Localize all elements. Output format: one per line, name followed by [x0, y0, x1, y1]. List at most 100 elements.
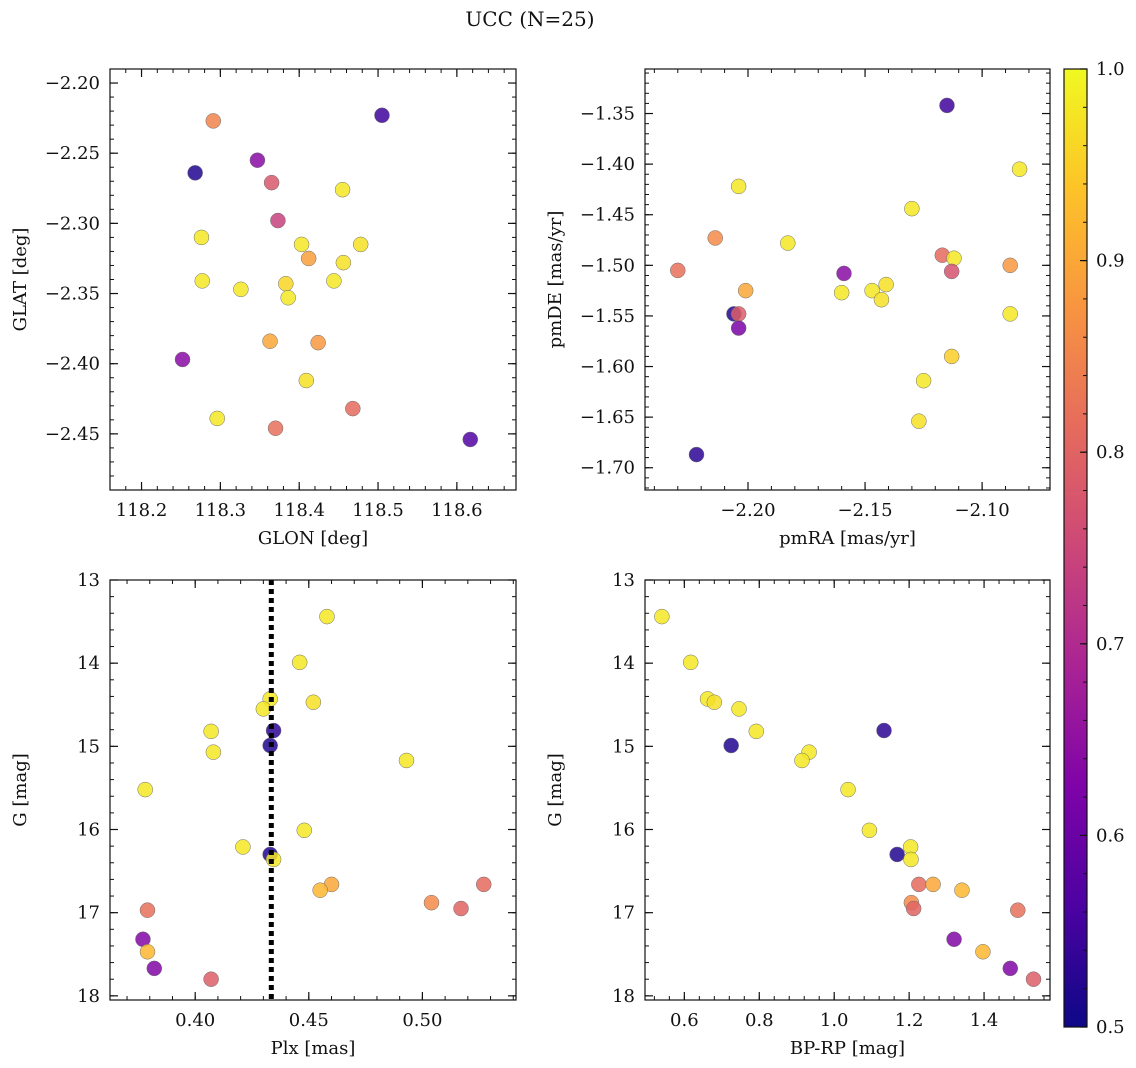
y-axis-label: G [mag] [545, 753, 566, 826]
data-point [654, 608, 670, 625]
data-point [911, 876, 927, 893]
y-tick-label: −2.30 [45, 213, 100, 234]
x-axis-label: pmRA [mas/yr] [779, 528, 916, 549]
data-point [925, 876, 941, 893]
x-tick-label: 118.2 [116, 500, 168, 521]
y-tick-label: −2.45 [45, 424, 100, 445]
data-point [280, 289, 296, 306]
data-point [305, 694, 322, 711]
data-point [203, 723, 219, 740]
data-point [194, 273, 210, 289]
y-tick-label: −2.20 [45, 73, 100, 94]
data-point [453, 900, 469, 917]
data-point [723, 737, 739, 754]
colorbar-tick-label: 0.8 [1096, 442, 1125, 463]
data-point [296, 822, 313, 839]
y-tick-label: 18 [77, 986, 100, 1007]
data-point [911, 413, 927, 429]
data-point [374, 107, 390, 124]
figure-title: UCC (N=25) [465, 7, 594, 31]
data-point [840, 781, 856, 798]
colorbar-tick-label: 0.5 [1096, 1017, 1125, 1038]
y-tick-label: −1.70 [580, 458, 635, 479]
data-point [139, 902, 156, 918]
data-point [946, 931, 962, 948]
data-point [146, 960, 163, 977]
y-tick-label: 14 [77, 653, 100, 674]
y-tick-label: −2.40 [45, 354, 100, 375]
data-point [352, 236, 369, 253]
data-point [345, 400, 361, 417]
data-point [861, 822, 878, 839]
x-tick-label: 0.45 [289, 1010, 329, 1031]
y-axis-label: G [mag] [10, 753, 31, 826]
data-point [682, 654, 699, 671]
data-point [915, 372, 932, 389]
data-point [889, 846, 905, 863]
colorbar-tick-label: 1.0 [1096, 59, 1125, 80]
y-axis-label: pmDE [mas/yr] [545, 211, 566, 349]
y-tick-label: −1.45 [580, 205, 635, 226]
axes-frame [644, 68, 1051, 491]
x-tick-label: 1.2 [895, 1010, 924, 1031]
data-point [291, 654, 308, 671]
data-point [1010, 902, 1026, 918]
panel-top-right: −2.20 −2.15 −2.10 −1.35 −1.40 −1.45 −1.50 −1.55… [545, 68, 1051, 549]
x-axis-label: BP-RP [mag] [790, 1038, 905, 1059]
data-point [398, 752, 415, 769]
data-point [267, 420, 284, 437]
y-tick-label: 18 [612, 986, 635, 1007]
data-point [255, 701, 272, 717]
y-axis-label: GLAT [deg] [10, 228, 31, 332]
x-tick-label: 0.6 [670, 1010, 699, 1031]
data-point [205, 113, 222, 129]
data-point [748, 723, 765, 740]
data-point [1002, 960, 1019, 977]
data-point [876, 722, 892, 739]
y-tick-label: −1.60 [580, 357, 635, 378]
data-point [737, 282, 754, 299]
y-tick-label: 15 [612, 736, 635, 757]
x-tick-label: −2.15 [837, 500, 892, 521]
data-point [1002, 306, 1018, 322]
data-point [334, 181, 351, 198]
data-point [878, 276, 894, 293]
x-axis-label: GLON [deg] [258, 528, 368, 549]
x-tick-label: 118.5 [352, 500, 404, 521]
axes-frame [109, 579, 517, 1001]
data-point [326, 273, 342, 289]
data-point [209, 410, 225, 427]
data-point [903, 851, 919, 868]
x-tick-label: 0.40 [175, 1010, 215, 1031]
data-point [293, 236, 310, 253]
y-tick-label: 17 [612, 903, 635, 924]
data-point [670, 262, 686, 279]
data-point [249, 152, 266, 168]
data-point [730, 320, 747, 336]
x-axis-label: Plx [mas] [271, 1038, 356, 1059]
colorbar-tick-label: 0.6 [1096, 825, 1125, 846]
axes-frame [109, 68, 517, 491]
data-point [780, 235, 796, 251]
x-tick-label: −2.10 [955, 500, 1010, 521]
data-point [235, 839, 251, 855]
data-point [335, 254, 352, 271]
data-point [946, 250, 962, 266]
data-point [233, 281, 249, 298]
data-point [187, 165, 203, 181]
data-point [298, 372, 315, 389]
y-tick-label: 14 [612, 653, 635, 674]
data-point [1025, 971, 1042, 987]
data-point [836, 265, 852, 282]
data-point [1011, 161, 1028, 177]
data-point [270, 212, 286, 229]
x-tick-label: 1.0 [820, 1010, 849, 1031]
y-tick-label: −1.65 [580, 407, 635, 428]
data-point [300, 250, 317, 267]
data-point [462, 431, 479, 448]
colorbar-gradient [1063, 68, 1088, 1028]
panel-bottom-right: 0.6 0.8 1.0 1.2 1.4 13 14 15 16 17 18 BP-RP [mag] G … [545, 570, 1051, 1059]
x-tick-label: −2.20 [720, 500, 775, 521]
y-tick-label: −2.35 [45, 284, 100, 305]
